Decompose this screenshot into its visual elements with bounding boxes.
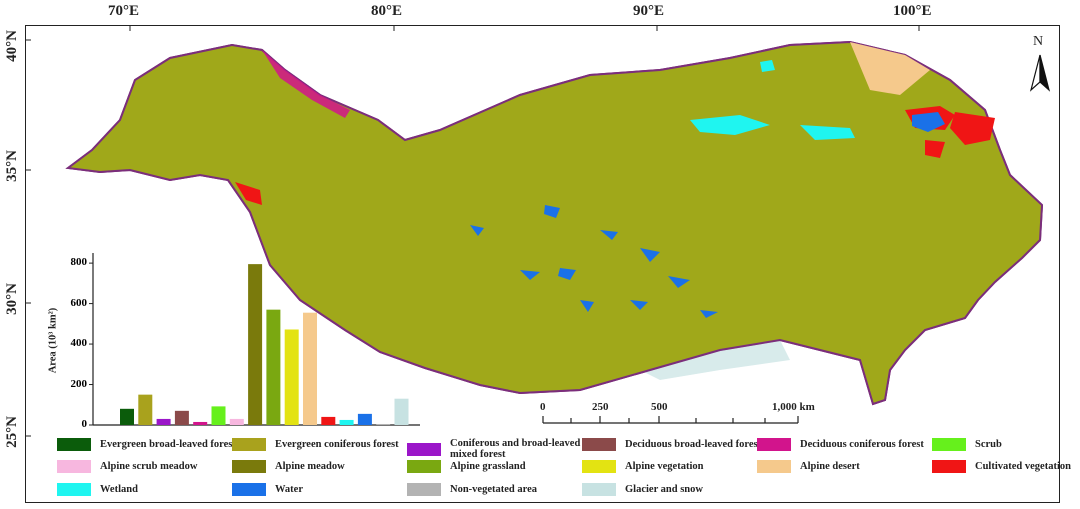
legend-item: Alpine meadow xyxy=(232,460,345,473)
legend-swatch xyxy=(407,483,441,496)
legend-label: Evergreen coniferous forest xyxy=(275,439,399,450)
plateau-region xyxy=(65,40,1044,406)
legend-item: Deciduous broad-leaved forest xyxy=(582,438,761,451)
y-tick-label: 0 xyxy=(81,418,88,430)
y-tick-label: 600 xyxy=(70,296,88,309)
legend-label: Alpine grassland xyxy=(450,461,526,472)
y-tick-label: 200 xyxy=(70,377,88,390)
legend-label: Evergreen broad-leaved forest xyxy=(100,439,236,450)
legend-label: Alpine desert xyxy=(800,461,860,472)
bar xyxy=(120,408,134,425)
bar xyxy=(174,410,189,425)
legend-swatch xyxy=(57,438,91,451)
scale-label-250: 250 xyxy=(592,401,609,413)
legend-label: Alpine scrub meadow xyxy=(100,461,198,472)
legend-swatch xyxy=(932,438,966,451)
legend-label: Alpine meadow xyxy=(275,461,345,472)
legend-item: Cultivated vegetation xyxy=(932,460,1071,473)
scale-label-1000: 1,000 km xyxy=(772,401,815,413)
legend-item: Alpine vegetation xyxy=(582,460,703,473)
bar xyxy=(394,398,409,425)
bar xyxy=(321,416,336,425)
lon-label-70: 70°E xyxy=(108,3,140,19)
y-tick-label: 800 xyxy=(70,256,88,269)
legend-swatch xyxy=(57,483,91,496)
legend-label: Cultivated vegetation xyxy=(975,461,1071,472)
legend-item: Alpine desert xyxy=(757,460,860,473)
north-label: N xyxy=(1033,34,1044,49)
legend-label: Glacier and snow xyxy=(625,484,703,495)
bar xyxy=(156,418,171,425)
legend-label: Scrub xyxy=(975,439,1002,450)
y-tick-label: 400 xyxy=(70,337,88,350)
bar xyxy=(138,394,153,425)
bar xyxy=(376,423,391,425)
bar xyxy=(266,309,281,425)
map-frame xyxy=(25,25,1060,503)
bar xyxy=(303,312,317,425)
bar xyxy=(357,413,372,425)
legend-swatch xyxy=(932,460,966,473)
legend-item: Evergreen coniferous forest xyxy=(232,438,399,451)
scale-label-500: 500 xyxy=(651,401,668,413)
legend-item: Glacier and snow xyxy=(582,483,703,496)
legend-label: Deciduous broad-leaved forest xyxy=(625,439,762,450)
legend-label: Deciduous coniferous forest xyxy=(800,439,924,450)
legend-swatch xyxy=(757,460,791,473)
north-arrow xyxy=(1029,54,1051,92)
bar xyxy=(229,418,244,425)
legend-label: Alpine vegetation xyxy=(625,461,704,472)
bar xyxy=(284,329,299,425)
legend-swatch xyxy=(757,438,791,451)
legend-label: Wetland xyxy=(100,484,138,495)
legend-swatch xyxy=(232,438,266,451)
legend-item: Deciduous coniferous forest xyxy=(757,438,924,451)
legend-item: Water xyxy=(232,483,303,496)
legend-label: Coniferous and broad-leaved mixed forest xyxy=(450,438,581,460)
legend-item: Wetland xyxy=(57,483,138,496)
legend-swatch xyxy=(407,442,441,456)
scale-bar xyxy=(542,416,799,424)
area-bar-chart xyxy=(89,253,420,426)
legend-item: Coniferous and broad-leaved mixed forest xyxy=(407,438,590,460)
legend-label: Non-vegetated area xyxy=(450,484,537,495)
legend-item: Scrub xyxy=(932,438,1002,451)
legend-item: Alpine scrub meadow xyxy=(57,460,197,473)
legend-item: Alpine grassland xyxy=(407,460,526,473)
bar xyxy=(211,406,226,425)
lon-label-80: 80°E xyxy=(371,3,403,19)
legend-swatch xyxy=(582,438,616,451)
legend-swatch xyxy=(232,460,266,473)
legend-item: Evergreen broad-leaved forest xyxy=(57,438,236,451)
bar xyxy=(193,421,208,425)
legend-item: Non-vegetated area xyxy=(407,483,537,496)
bar xyxy=(248,264,263,425)
legend-label: Water xyxy=(275,484,303,495)
legend-swatch xyxy=(582,483,616,496)
lon-label-90: 90°E xyxy=(633,3,665,19)
frame-ticks xyxy=(25,25,920,437)
legend-swatch xyxy=(582,460,616,473)
lon-label-100: 100°E xyxy=(893,3,932,19)
legend-swatch xyxy=(407,460,441,473)
legend-swatch xyxy=(57,460,91,473)
legend-swatch xyxy=(232,483,266,496)
bar xyxy=(339,419,354,425)
scale-label-0: 0 xyxy=(540,401,546,413)
